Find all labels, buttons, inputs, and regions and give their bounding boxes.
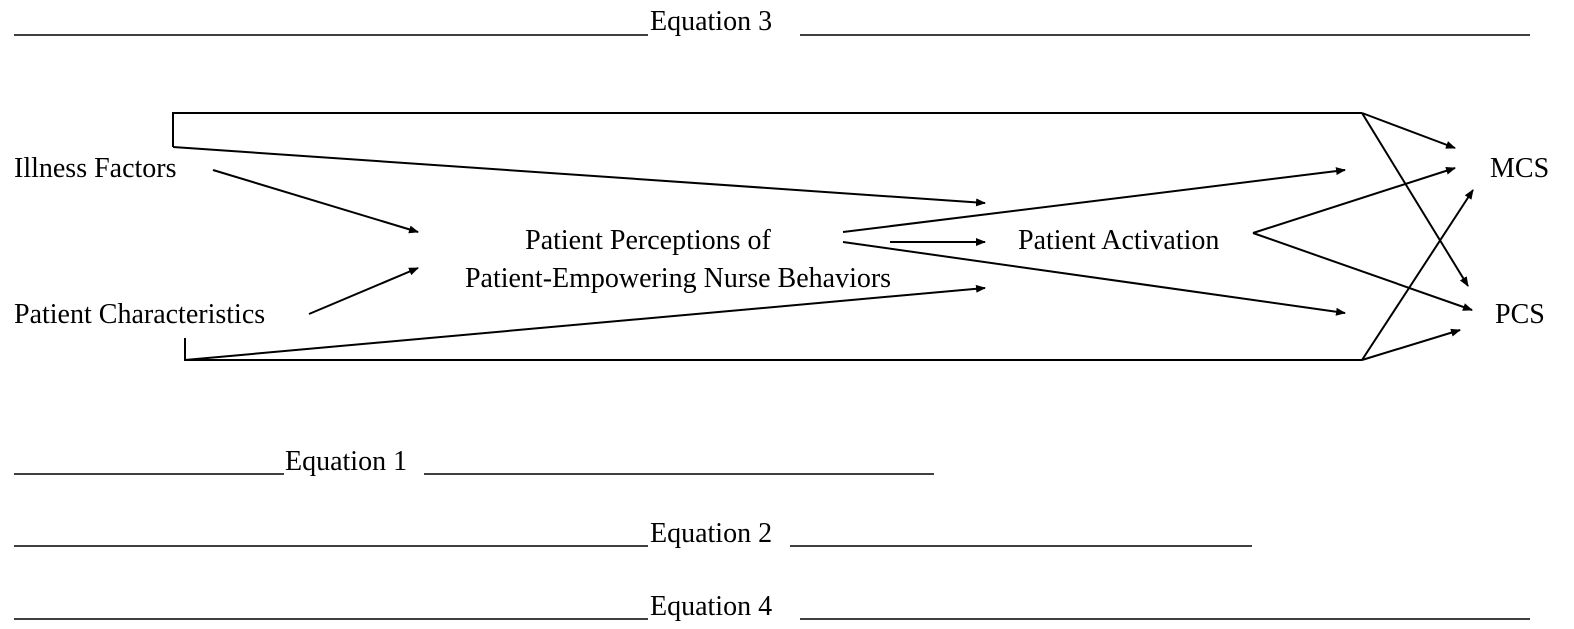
arrow	[184, 284, 986, 361]
node-label: Patient Characteristics	[14, 299, 265, 330]
arrow	[1252, 166, 1456, 234]
node-label: Patient-Empowering Nurse Behaviors	[465, 263, 891, 294]
equation-label: Equation 4	[650, 591, 772, 622]
node-label: Patient Perceptions of	[525, 225, 771, 256]
arrow	[1361, 328, 1461, 361]
arrow	[172, 146, 986, 207]
connector	[184, 338, 1362, 361]
node-label: Illness Factors	[14, 153, 177, 184]
equation-label: Equation 2	[650, 518, 772, 549]
arrow	[212, 169, 419, 234]
equation-label: Equation 1	[285, 446, 407, 477]
node-label: MCS	[1490, 153, 1549, 184]
node-label: PCS	[1495, 299, 1545, 330]
arrow	[1361, 112, 1456, 149]
arrow	[308, 267, 419, 315]
equation-label: Equation 3	[650, 6, 772, 37]
arrow	[842, 167, 1346, 233]
connector	[172, 112, 1362, 147]
arrow	[1361, 189, 1474, 361]
arrow	[1252, 232, 1473, 311]
arrow	[1361, 112, 1469, 287]
arrow	[842, 241, 1346, 316]
node-label: Patient Activation	[1018, 225, 1219, 256]
